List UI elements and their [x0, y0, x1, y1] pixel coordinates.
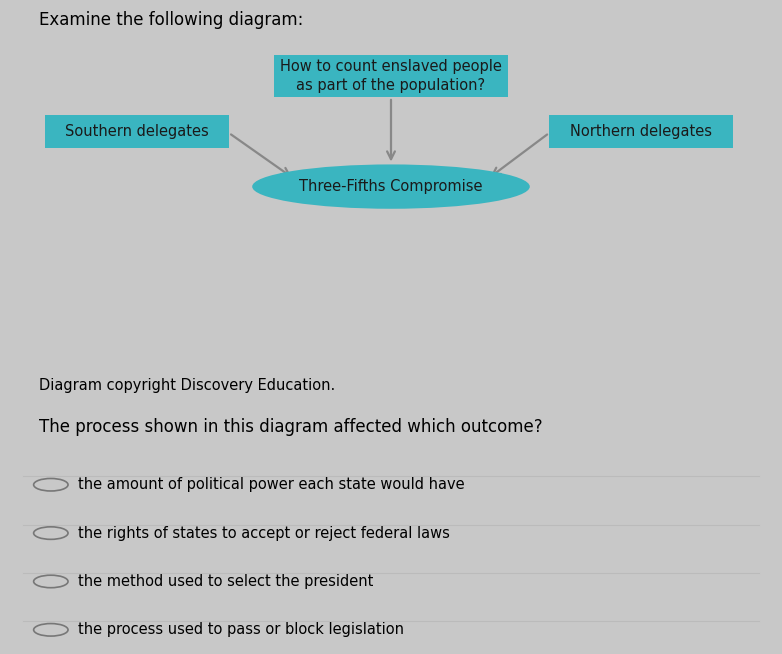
Text: the rights of states to accept or reject federal laws: the rights of states to accept or reject… [78, 526, 450, 541]
FancyBboxPatch shape [45, 114, 228, 148]
Text: the amount of political power each state would have: the amount of political power each state… [78, 477, 465, 492]
Text: the process used to pass or block legislation: the process used to pass or block legisl… [78, 623, 404, 637]
Ellipse shape [252, 164, 530, 209]
Text: Three-Fifths Compromise: Three-Fifths Compromise [300, 179, 482, 194]
Text: Northern delegates: Northern delegates [570, 124, 712, 139]
Text: Southern delegates: Southern delegates [65, 124, 209, 139]
Text: the method used to select the president: the method used to select the president [78, 574, 374, 589]
Text: The process shown in this diagram affected which outcome?: The process shown in this diagram affect… [39, 418, 543, 436]
Text: How to count enslaved people
as part of the population?: How to count enslaved people as part of … [280, 59, 502, 93]
FancyBboxPatch shape [274, 54, 508, 97]
Text: Examine the following diagram:: Examine the following diagram: [39, 11, 303, 29]
FancyBboxPatch shape [549, 114, 733, 148]
Text: Diagram copyright Discovery Education.: Diagram copyright Discovery Education. [39, 378, 335, 393]
